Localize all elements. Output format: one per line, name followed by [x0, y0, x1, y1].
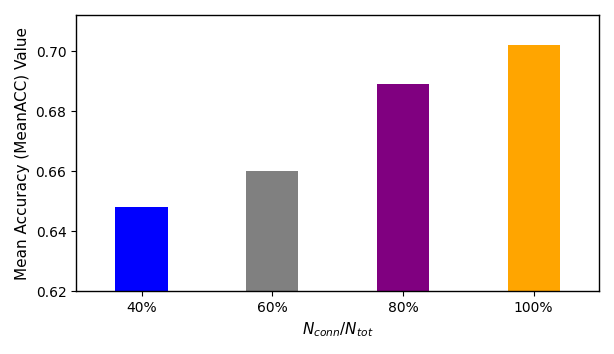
- Bar: [115, 207, 168, 354]
- Bar: [246, 171, 298, 354]
- Y-axis label: Mean Accuracy (MeanACC) Value: Mean Accuracy (MeanACC) Value: [15, 27, 30, 280]
- Bar: [508, 45, 560, 354]
- Bar: [377, 84, 429, 354]
- X-axis label: $N_{conn}/N_{tot}$: $N_{conn}/N_{tot}$: [302, 320, 373, 339]
